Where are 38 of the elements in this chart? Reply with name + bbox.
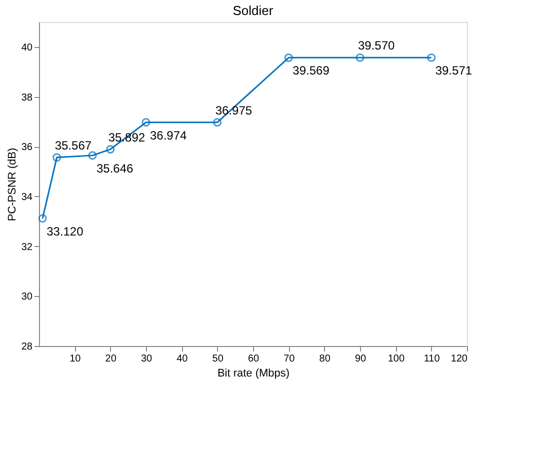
y-tick-label: 30 <box>21 292 33 303</box>
y-tick-label: 28 <box>21 342 33 352</box>
x-tick-label: 70 <box>284 354 296 364</box>
x-tick-label: 90 <box>354 354 366 364</box>
point <box>142 118 150 127</box>
x-tick-label: 50 <box>212 354 224 364</box>
chart-title: Soldier <box>232 3 274 18</box>
x-axis-title: Bit rate (Mbps) <box>217 368 290 380</box>
x-tick-label: 20 <box>105 354 117 364</box>
point <box>88 151 97 160</box>
x-tick-label: 110 <box>424 354 440 364</box>
y-tick-label: 38 <box>21 92 33 104</box>
point <box>356 53 364 62</box>
data-label: 39.570 <box>358 38 396 53</box>
data-label: 39.571 <box>435 64 472 78</box>
y-tick-label: 40 <box>21 42 33 54</box>
x-tick-label: 40 <box>176 354 188 364</box>
data-label: 36.974 <box>150 128 188 142</box>
x-tick-label: 100 <box>388 354 405 364</box>
y-axis-title: PC-PSNR (dB) <box>6 148 18 222</box>
data-label: 39.569 <box>292 64 330 78</box>
x-tick-label: 120 <box>450 354 468 364</box>
point <box>213 118 222 127</box>
y-tick-label: 32 <box>21 242 33 253</box>
x-tick-label: 60 <box>248 354 260 364</box>
point <box>52 153 62 162</box>
x-tick-label: 10 <box>70 354 82 364</box>
x-tick-label: 30 <box>140 354 152 364</box>
y-tick-label: 36 <box>21 142 33 154</box>
point <box>106 145 115 154</box>
point <box>427 53 436 62</box>
y-tick-label: 34 <box>21 192 33 203</box>
data-label: 35.646 <box>96 161 134 176</box>
point <box>38 214 47 223</box>
point <box>284 53 293 62</box>
data-label: 35.567 <box>54 138 92 152</box>
x-tick-label: 80 <box>319 354 331 364</box>
data-label: 33.120 <box>46 224 84 238</box>
